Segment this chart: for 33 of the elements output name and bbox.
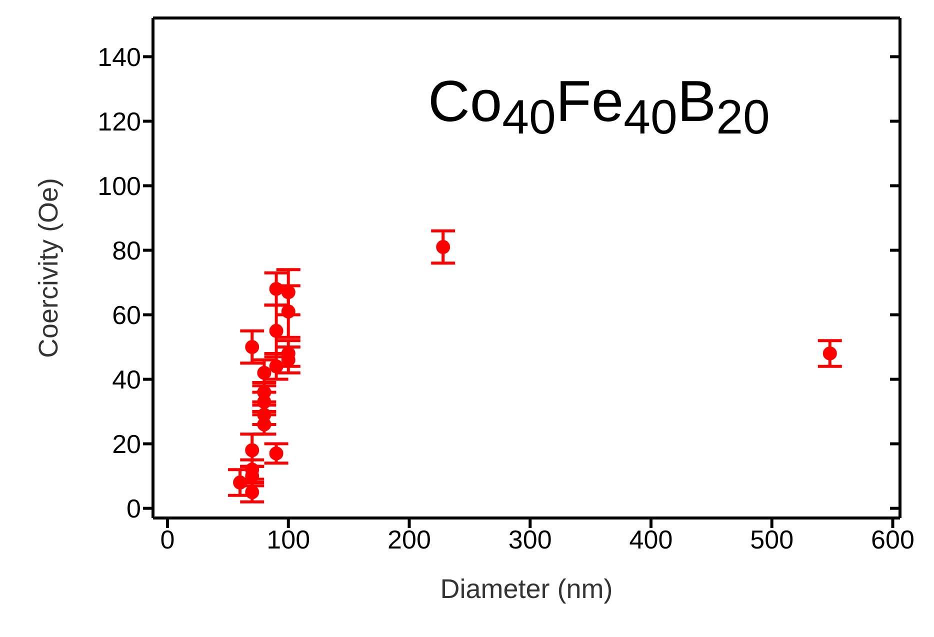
x-tick-label: 500 [750, 524, 794, 554]
point [269, 282, 284, 296]
x-tick-label: 600 [871, 524, 914, 554]
point [269, 446, 284, 460]
point [245, 485, 260, 500]
point [257, 366, 272, 380]
x-tick-label: 100 [266, 524, 310, 554]
point [245, 340, 260, 354]
point [257, 408, 272, 422]
point [257, 385, 272, 400]
x-tick-label: 400 [629, 524, 673, 554]
y-tick-label: 40 [112, 364, 141, 395]
x-axis-title: Diameter (nm) [440, 574, 613, 604]
x-tick-label: 200 [388, 524, 431, 554]
point [245, 443, 260, 458]
point [281, 304, 296, 319]
y-tick-label: 80 [112, 235, 141, 266]
y-axis-title: Coercivity (Oe) [34, 178, 64, 358]
point [269, 324, 284, 338]
y-tick-label: 100 [98, 170, 141, 201]
point [269, 359, 284, 374]
point [233, 476, 248, 490]
y-tick-label: 60 [112, 300, 141, 330]
point [436, 240, 450, 254]
y-tick-label: 140 [98, 42, 141, 72]
y-tick-label: 0 [126, 494, 141, 524]
x-tick-label: 300 [508, 524, 552, 554]
point [281, 285, 296, 300]
annotation: Co$_{40}$Fe$_{40}$B$_{20}$ [428, 68, 770, 146]
y-tick-label: 120 [98, 106, 141, 136]
point [822, 346, 837, 360]
y-tick-label: 20 [112, 429, 141, 460]
x-tick-label: 0 [160, 524, 175, 554]
